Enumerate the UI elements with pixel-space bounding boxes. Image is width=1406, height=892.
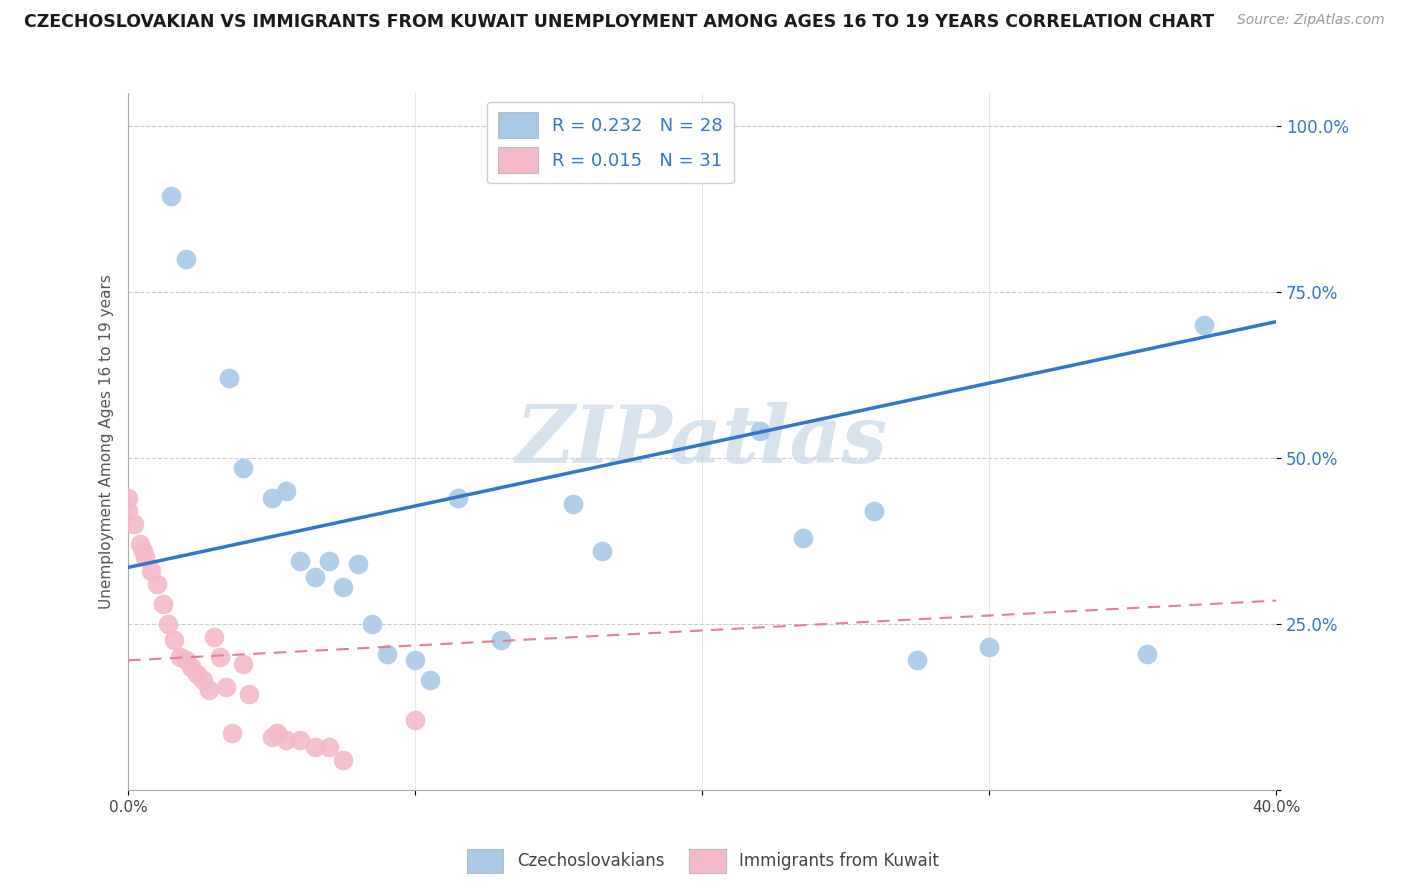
Point: [361, 616, 384, 631]
Point: [318, 739, 340, 754]
Point: [905, 653, 928, 667]
Point: [274, 483, 297, 498]
Y-axis label: Unemployment Among Ages 16 to 19 years: Unemployment Among Ages 16 to 19 years: [100, 274, 114, 608]
Text: CZECHOSLOVAKIAN VS IMMIGRANTS FROM KUWAIT UNEMPLOYMENT AMONG AGES 16 TO 19 YEARS: CZECHOSLOVAKIAN VS IMMIGRANTS FROM KUWAI…: [24, 13, 1213, 31]
Point: [690, 138, 713, 153]
Point: [232, 460, 254, 475]
Point: [591, 543, 613, 558]
Point: [209, 650, 232, 665]
Point: [491, 633, 513, 648]
Point: [221, 726, 243, 740]
Point: [863, 504, 886, 518]
Point: [562, 497, 585, 511]
Point: [1194, 318, 1216, 332]
Point: [318, 554, 340, 568]
Point: [152, 597, 174, 611]
Point: [197, 683, 219, 698]
Point: [404, 713, 426, 727]
Point: [131, 543, 153, 558]
Point: [186, 666, 208, 681]
Point: [266, 726, 288, 740]
Point: [218, 371, 240, 385]
Point: [304, 570, 326, 584]
Point: [290, 733, 312, 747]
Point: [404, 653, 426, 667]
Point: [706, 145, 728, 160]
Point: [748, 424, 770, 438]
Point: [174, 653, 197, 667]
Point: [128, 537, 150, 551]
Point: [146, 577, 169, 591]
Point: [979, 640, 1001, 654]
Point: [157, 616, 180, 631]
Point: [122, 517, 145, 532]
Point: [141, 564, 163, 578]
Point: [160, 188, 183, 202]
Text: ZIPatlas: ZIPatlas: [516, 402, 889, 480]
Legend: Czechoslovakians, Immigrants from Kuwait: Czechoslovakians, Immigrants from Kuwait: [460, 842, 946, 880]
Legend: R = 0.232   N = 28, R = 0.015   N = 31: R = 0.232 N = 28, R = 0.015 N = 31: [486, 102, 734, 184]
Point: [304, 739, 326, 754]
Point: [419, 673, 441, 688]
Point: [260, 491, 283, 505]
Point: [202, 630, 225, 644]
Point: [174, 252, 197, 266]
Point: [792, 531, 814, 545]
Point: [163, 633, 186, 648]
Point: [332, 753, 354, 767]
Point: [447, 491, 470, 505]
Point: [1136, 647, 1159, 661]
Point: [117, 491, 139, 505]
Text: Source: ZipAtlas.com: Source: ZipAtlas.com: [1237, 13, 1385, 28]
Point: [332, 580, 354, 594]
Point: [134, 550, 156, 565]
Point: [346, 557, 368, 571]
Point: [180, 660, 202, 674]
Point: [215, 680, 238, 694]
Point: [274, 733, 297, 747]
Point: [238, 687, 260, 701]
Point: [232, 657, 254, 671]
Point: [260, 730, 283, 744]
Point: [290, 554, 312, 568]
Point: [117, 504, 139, 518]
Point: [169, 650, 191, 665]
Point: [191, 673, 214, 688]
Point: [375, 647, 398, 661]
